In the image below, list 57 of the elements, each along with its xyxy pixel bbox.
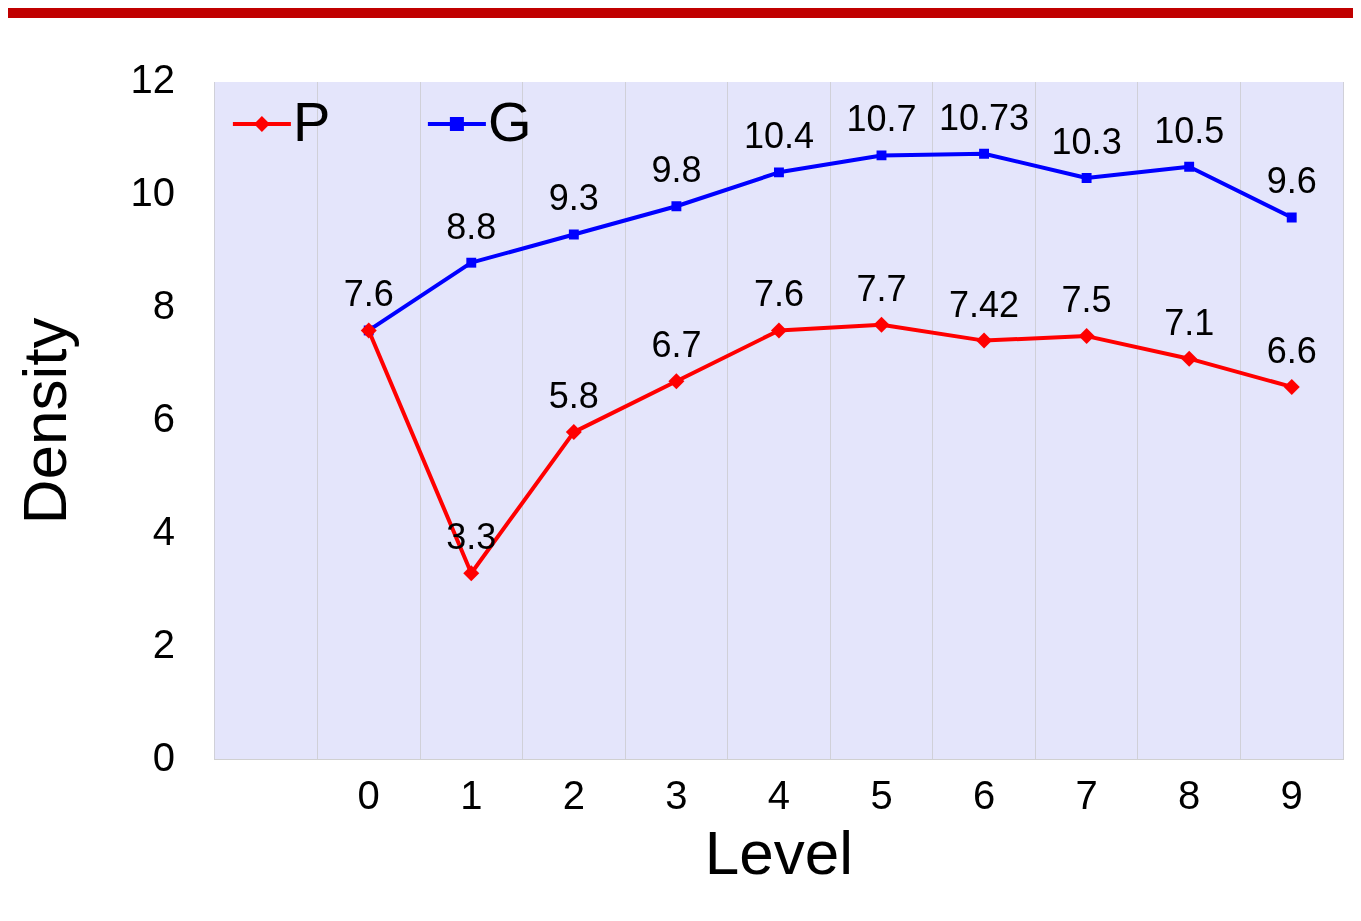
point [1184, 161, 1195, 172]
data-label: 10.5 [1154, 109, 1225, 151]
data-label: 6.6 [1266, 329, 1317, 371]
x-tick-label: 0 [357, 772, 380, 817]
y-tick-label: 4 [152, 508, 175, 553]
point [876, 150, 887, 161]
x-tick-label: 1 [460, 772, 483, 817]
point [671, 201, 682, 212]
point [1081, 173, 1092, 183]
data-label: 10.7 [846, 98, 917, 140]
point [1286, 212, 1297, 223]
x-axis-title: Level [704, 817, 854, 887]
data-label: 7.7 [856, 267, 907, 309]
data-label: 5.8 [548, 375, 599, 417]
data-label: 10.3 [1051, 120, 1122, 162]
point [466, 257, 477, 268]
y-tick-label: 6 [152, 395, 175, 440]
y-axis-title: Density [10, 317, 80, 525]
data-label: 7.1 [1164, 301, 1215, 343]
point [668, 373, 685, 390]
data-label: 10.4 [743, 115, 814, 157]
data-label: 7.6 [753, 273, 804, 315]
point [1181, 350, 1198, 367]
y-tick-label: 8 [152, 282, 175, 327]
y-tick-label: 0 [152, 734, 175, 779]
data-label: 7.6 [343, 273, 394, 315]
x-tick-label: 6 [972, 772, 996, 817]
legend-label: G [487, 90, 532, 154]
point [565, 424, 582, 441]
x-tick-label: 2 [562, 772, 585, 817]
x-tick-label: 5 [870, 772, 893, 817]
y-tick-label: 2 [152, 621, 175, 666]
point [774, 167, 784, 178]
x-tick-label: 3 [665, 772, 688, 817]
data-label: 6.7 [651, 324, 702, 366]
data-label: 8.8 [446, 205, 497, 247]
point [770, 322, 787, 339]
y-tick-label: 10 [130, 169, 175, 214]
point [568, 229, 579, 240]
data-label: 7.42 [949, 283, 1020, 325]
data-label: 10.73 [939, 96, 1030, 138]
x-tick-label: 7 [1075, 772, 1098, 817]
point [1078, 328, 1095, 345]
data-label: 7.5 [1061, 279, 1112, 321]
point [1283, 378, 1300, 395]
data-label: 9.3 [548, 177, 599, 219]
data-label: 9.8 [651, 149, 702, 191]
y-tick-label: 12 [130, 57, 175, 102]
legend-label: P [292, 90, 331, 154]
x-tick-label: 8 [1178, 772, 1201, 817]
point [976, 332, 993, 349]
x-tick-label: 9 [1280, 772, 1303, 817]
data-label: 9.6 [1266, 160, 1317, 202]
point [873, 316, 890, 333]
x-tick-label: 4 [767, 772, 791, 817]
point [979, 148, 990, 159]
point [463, 565, 480, 582]
